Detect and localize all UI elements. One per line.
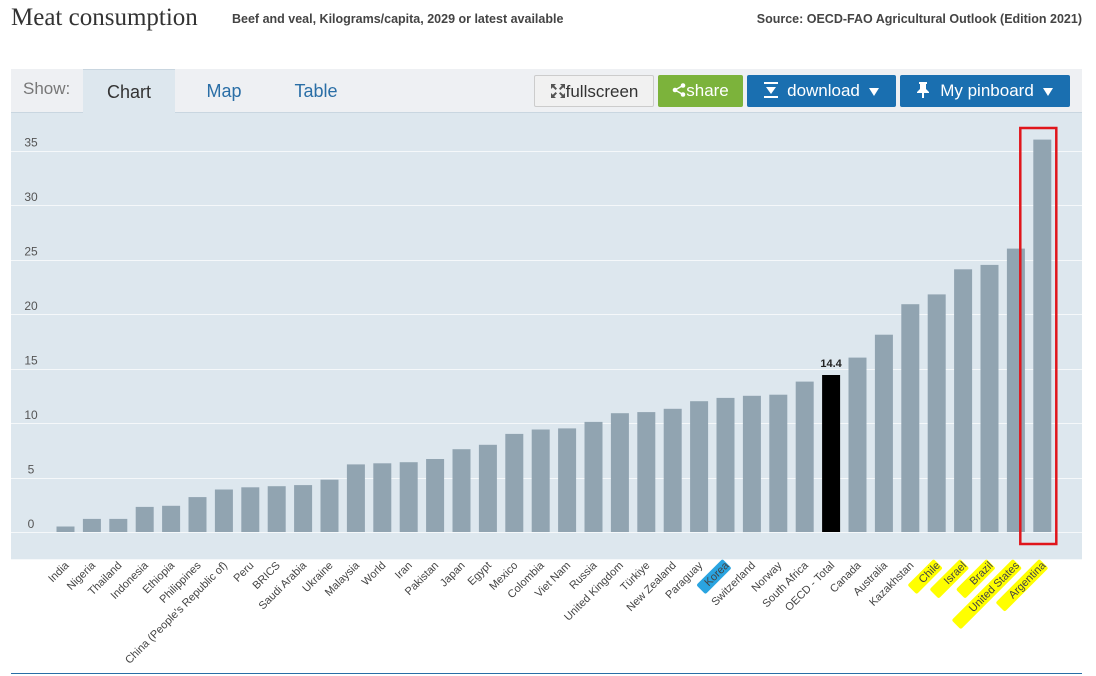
- bar[interactable]: [399, 462, 418, 532]
- x-tick-label: World: [360, 560, 389, 589]
- x-tick-label: Iran: [393, 560, 415, 582]
- bar[interactable]: [267, 486, 286, 532]
- bar[interactable]: [558, 428, 577, 532]
- y-tick-label: 20: [24, 299, 38, 313]
- bar[interactable]: [954, 269, 973, 532]
- bar[interactable]: [426, 459, 445, 532]
- fullscreen-label: fullscreen: [565, 82, 639, 101]
- data-label: 14.4: [820, 358, 842, 370]
- tab-chart[interactable]: Chart: [83, 69, 175, 114]
- show-label: Show:: [23, 79, 71, 98]
- y-tick-label: 5: [28, 463, 35, 477]
- share-icon: [672, 83, 686, 97]
- bar[interactable]: [346, 464, 365, 532]
- bar[interactable]: [690, 401, 709, 532]
- bar[interactable]: [795, 381, 814, 532]
- label-highlight: [996, 559, 1048, 611]
- bar[interactable]: [663, 408, 682, 532]
- bar[interactable]: [1006, 248, 1025, 532]
- label-highlight: [908, 559, 942, 594]
- bar[interactable]: [241, 487, 260, 532]
- bar[interactable]: [505, 433, 524, 532]
- bar[interactable]: [452, 449, 471, 532]
- bar[interactable]: [135, 506, 154, 532]
- x-tick-label: Japan: [438, 560, 468, 590]
- pinboard-label: My pinboard: [940, 81, 1034, 100]
- tab-table[interactable]: Table: [294, 81, 338, 101]
- share-label: share: [686, 81, 729, 100]
- toolbar: Show: Chart Map Table fullscreen share d…: [11, 69, 1082, 114]
- bar[interactable]: [610, 413, 629, 532]
- bar[interactable]: [927, 294, 946, 532]
- fullscreen-button[interactable]: fullscreen: [534, 75, 654, 107]
- expand-arrows-icon: [550, 84, 565, 98]
- bar[interactable]: [531, 429, 550, 533]
- label-highlight: [956, 559, 995, 598]
- divider: [11, 673, 1082, 674]
- pushpin-icon: [917, 82, 930, 98]
- bar[interactable]: [742, 395, 761, 533]
- bar[interactable]: [162, 505, 181, 532]
- y-tick-label: 35: [24, 136, 38, 150]
- bar[interactable]: [874, 334, 893, 532]
- bar[interactable]: [82, 518, 101, 532]
- bar[interactable]: [56, 526, 75, 533]
- tab-map[interactable]: Map: [206, 81, 242, 101]
- caret-down-icon: [868, 88, 879, 96]
- y-tick-label: 25: [24, 245, 38, 259]
- bar[interactable]: [822, 375, 841, 532]
- label-highlight: [930, 559, 969, 598]
- bar[interactable]: [980, 264, 999, 532]
- chart-subtitle: Beef and veal, Kilograms/capita, 2029 or…: [232, 12, 564, 26]
- bar[interactable]: [373, 463, 392, 532]
- share-button[interactable]: share: [658, 75, 743, 107]
- download-arrow-icon: [764, 82, 779, 98]
- chart-title: Meat consumption: [11, 4, 198, 31]
- label-highlight: [697, 559, 731, 594]
- bar[interactable]: [716, 397, 735, 532]
- y-tick-label: 30: [24, 190, 38, 204]
- download-button[interactable]: download: [747, 75, 896, 107]
- y-tick-label: 10: [24, 408, 38, 422]
- bar[interactable]: [769, 394, 788, 532]
- bar[interactable]: [584, 421, 603, 532]
- caret-down-icon: [1042, 88, 1053, 96]
- pinboard-button[interactable]: My pinboard: [900, 75, 1070, 107]
- bar[interactable]: [1033, 139, 1052, 532]
- bar[interactable]: [637, 412, 656, 532]
- source-text: Source: OECD-FAO Agricultural Outlook (E…: [756, 12, 1082, 26]
- bar[interactable]: [848, 357, 867, 532]
- bar[interactable]: [294, 485, 313, 532]
- bar[interactable]: [901, 304, 920, 532]
- highlight-box: [1019, 126, 1058, 546]
- bar[interactable]: [214, 489, 233, 533]
- y-tick-label: 15: [24, 354, 38, 368]
- download-label: download: [787, 81, 860, 100]
- label-highlight: [952, 559, 1022, 629]
- bar[interactable]: [320, 479, 339, 532]
- bar[interactable]: [109, 518, 128, 532]
- y-tick-label: 0: [28, 517, 35, 531]
- bar[interactable]: [188, 497, 207, 532]
- bar[interactable]: [478, 444, 497, 532]
